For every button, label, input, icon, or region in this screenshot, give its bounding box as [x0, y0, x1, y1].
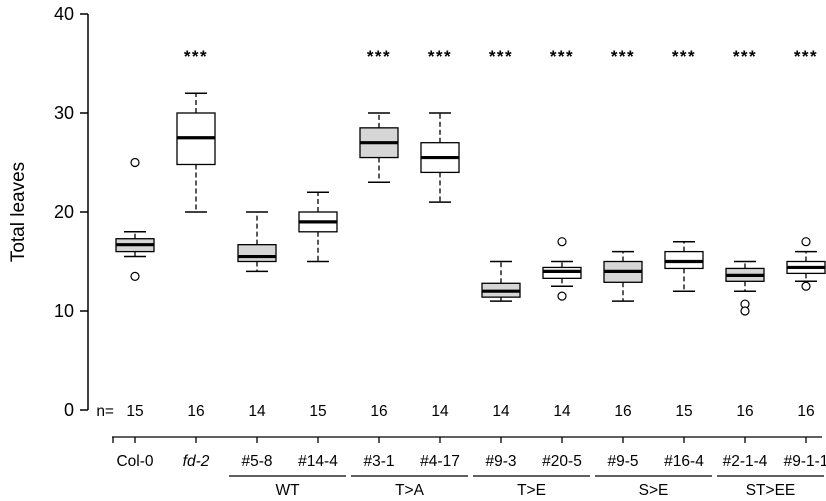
n-value: 15	[126, 403, 143, 420]
y-tick-label: 0	[64, 400, 74, 420]
category-label: #9-5	[607, 453, 638, 470]
group-label: ST>EE	[746, 482, 796, 499]
category-label: #14-4	[298, 453, 338, 470]
outlier-point	[130, 157, 140, 168]
n-value: 16	[370, 403, 387, 420]
category-label: #2-1-4	[723, 453, 768, 470]
significance-stars: ***	[794, 47, 818, 66]
category-label: fd-2	[183, 453, 210, 470]
n-value: 16	[736, 403, 753, 420]
significance-stars: ***	[672, 47, 696, 66]
significance-stars: ***	[733, 47, 757, 66]
outlier-point	[130, 271, 140, 281]
category-label: #9-1-1	[784, 453, 826, 470]
group-label: S>E	[639, 482, 669, 499]
n-value: 16	[614, 403, 631, 420]
significance-stars: ***	[428, 47, 452, 66]
category-label: #16-4	[664, 453, 704, 470]
group-label: T>E	[517, 482, 546, 499]
n-value: 16	[187, 403, 204, 420]
y-tick-label: 40	[54, 4, 74, 24]
n-value: 16	[797, 403, 814, 420]
significance-stars: ***	[489, 47, 513, 66]
group-label: WT	[275, 482, 300, 499]
group-label: T>A	[395, 482, 425, 499]
significance-stars: ***	[611, 47, 635, 66]
n-value: 14	[492, 403, 510, 420]
outlier-point	[557, 291, 567, 301]
significance-stars: ***	[367, 47, 391, 66]
category-label: #9-3	[485, 453, 516, 470]
n-prefix-label: n=	[96, 403, 114, 420]
significance-stars: ***	[184, 47, 208, 66]
category-label: Col-0	[116, 453, 153, 470]
category-label: #3-1	[363, 453, 394, 470]
n-value: 15	[309, 403, 326, 420]
n-value: 14	[248, 403, 266, 420]
category-label: #4-17	[420, 453, 460, 470]
n-value: 14	[553, 403, 571, 420]
category-label: #5-8	[241, 453, 272, 470]
outlier-point	[557, 237, 567, 247]
box-rect	[237, 244, 277, 263]
n-value: 15	[675, 403, 692, 420]
y-tick-label: 30	[54, 103, 74, 123]
y-axis-title: Total leaves	[8, 162, 29, 262]
category-label: #20-5	[542, 453, 582, 470]
outlier-point	[740, 306, 750, 316]
significance-stars: ***	[550, 47, 574, 66]
y-tick-label: 10	[54, 301, 74, 321]
y-tick-label: 20	[54, 202, 74, 222]
n-value: 14	[431, 403, 449, 420]
outlier-point	[801, 281, 811, 291]
outlier-point	[801, 237, 811, 247]
